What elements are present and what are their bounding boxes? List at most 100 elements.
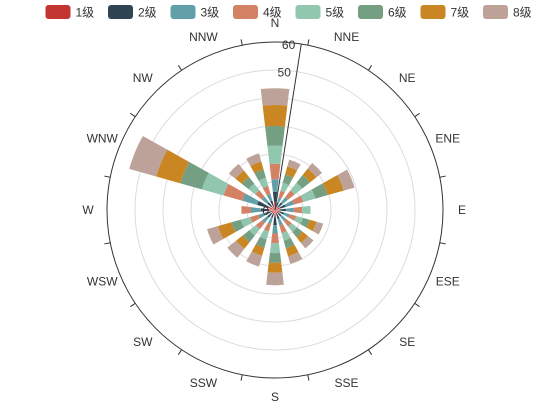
bar-segment[interactable] <box>271 179 279 192</box>
bar-segment[interactable] <box>287 159 301 171</box>
bar-segment[interactable] <box>262 216 269 223</box>
bar-segment[interactable] <box>129 135 168 177</box>
bar-segment[interactable] <box>275 206 279 210</box>
bar-segment[interactable] <box>283 237 295 249</box>
bar-segment[interactable] <box>270 210 275 213</box>
bar-segment[interactable] <box>281 231 291 241</box>
bar-segment[interactable] <box>261 196 269 204</box>
bar-segment[interactable] <box>250 161 264 174</box>
bar-segment[interactable] <box>246 153 262 167</box>
bar-segment[interactable] <box>156 149 190 184</box>
bar-segment[interactable] <box>258 212 267 219</box>
bar-segment[interactable] <box>270 200 274 207</box>
bar-segment[interactable] <box>337 169 355 191</box>
bar-segment[interactable] <box>300 217 310 228</box>
bar-segment[interactable] <box>267 216 273 225</box>
bar-segment[interactable] <box>275 210 277 214</box>
bar-segment[interactable] <box>282 174 294 186</box>
bar-segment[interactable] <box>271 210 275 214</box>
bar-segment[interactable] <box>260 208 268 212</box>
bar-segment[interactable] <box>241 206 252 214</box>
bar-segment[interactable] <box>258 177 269 189</box>
legend-item[interactable]: 1级 <box>45 5 95 20</box>
bar-segment[interactable] <box>277 212 282 217</box>
bar-segment[interactable] <box>251 244 265 256</box>
bar-segment[interactable] <box>242 193 259 205</box>
bar-segment[interactable] <box>207 226 224 245</box>
bar-segment[interactable] <box>292 227 303 238</box>
bar-segment[interactable] <box>267 209 275 211</box>
bar-segment[interactable] <box>228 163 244 179</box>
bar-segment[interactable] <box>242 230 255 243</box>
bar-segment[interactable] <box>279 208 286 212</box>
bar-segment[interactable] <box>260 88 290 106</box>
bar-segment[interactable] <box>294 216 304 225</box>
bar-segment[interactable] <box>250 207 261 213</box>
bar-segment[interactable] <box>267 262 283 273</box>
bar-segment[interactable] <box>257 200 269 209</box>
bar-segment[interactable] <box>265 125 285 147</box>
bar-segment[interactable] <box>285 190 295 200</box>
bar-segment[interactable] <box>201 172 229 196</box>
bar-segment[interactable] <box>283 212 290 218</box>
bar-segment[interactable] <box>248 183 260 195</box>
bar-segment[interactable] <box>267 206 275 210</box>
bar-segment[interactable] <box>235 170 249 184</box>
legend-item[interactable]: 5级 <box>295 5 345 20</box>
bar-segment[interactable] <box>322 175 344 196</box>
legend-item[interactable]: 7级 <box>420 5 470 20</box>
bar-segment[interactable] <box>266 272 284 286</box>
bar-segment[interactable] <box>240 216 253 228</box>
bar-segment[interactable] <box>285 244 299 257</box>
bar-segment[interactable] <box>269 163 281 180</box>
bar-segment[interactable] <box>262 105 288 127</box>
bar-segment[interactable] <box>293 206 303 214</box>
bar-segment[interactable] <box>271 233 279 244</box>
legend-item[interactable]: 4级 <box>233 5 282 20</box>
bar-segment[interactable] <box>267 212 273 218</box>
bar-segment[interactable] <box>278 190 285 199</box>
bar-segment[interactable] <box>277 197 282 204</box>
bar-segment[interactable] <box>279 224 287 234</box>
bar-segment[interactable] <box>292 195 304 205</box>
bar-segment[interactable] <box>217 222 236 239</box>
bar-segment[interactable] <box>301 205 311 215</box>
bar-segment[interactable] <box>227 240 245 258</box>
legend-item[interactable]: 8级 <box>483 5 532 20</box>
bar-segment[interactable] <box>271 213 275 218</box>
bar-segment[interactable] <box>288 214 297 221</box>
bar-segment[interactable] <box>180 161 209 190</box>
bar-segment[interactable] <box>275 202 279 208</box>
bar-segment[interactable] <box>273 210 275 214</box>
bar-segment[interactable] <box>283 218 292 227</box>
bar-segment[interactable] <box>285 166 298 178</box>
bar-segment[interactable] <box>280 215 287 222</box>
bar-segment[interactable] <box>269 243 281 254</box>
legend-item[interactable]: 2级 <box>108 5 157 20</box>
legend-item[interactable]: 6级 <box>358 5 407 20</box>
bar-segment[interactable] <box>246 251 263 267</box>
bar-segment[interactable] <box>296 231 308 243</box>
legend-item[interactable]: 3级 <box>170 5 220 20</box>
bar-segment[interactable] <box>277 218 283 226</box>
bar-segment[interactable] <box>312 221 324 235</box>
bar-segment[interactable] <box>302 168 317 183</box>
bar-segment[interactable] <box>273 216 277 226</box>
bar-segment[interactable] <box>288 252 303 264</box>
bar-segment[interactable] <box>296 175 310 189</box>
bar-segment[interactable] <box>284 200 294 207</box>
bar-segment[interactable] <box>275 210 278 213</box>
bar-segment[interactable] <box>307 162 323 178</box>
bar-segment[interactable] <box>275 210 280 213</box>
bar-segment[interactable] <box>255 190 265 200</box>
bar-segment[interactable] <box>268 252 282 263</box>
bar-segment[interactable] <box>272 225 278 234</box>
bar-segment[interactable] <box>272 205 275 210</box>
bar-segment[interactable] <box>231 219 244 233</box>
bar-segment[interactable] <box>255 236 267 248</box>
bar-segment[interactable] <box>242 177 255 190</box>
bar-segment[interactable] <box>300 189 316 203</box>
bar-segment[interactable] <box>277 202 283 208</box>
bar-segment[interactable] <box>275 207 280 210</box>
bar-segment[interactable] <box>266 193 273 202</box>
